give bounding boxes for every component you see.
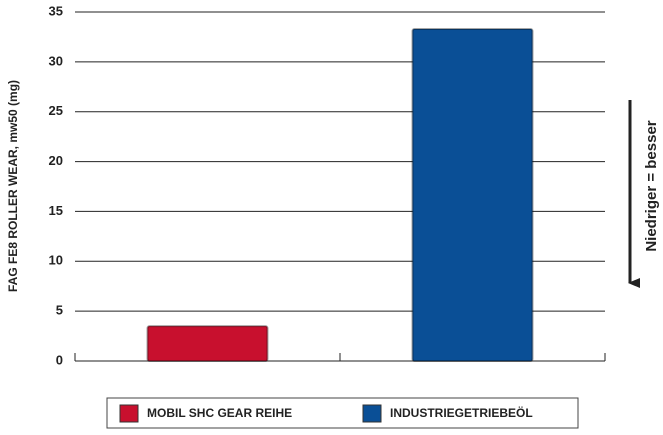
y-tick-label: 0	[56, 352, 63, 367]
legend-swatch	[362, 404, 382, 423]
y-axis-label: FAG FE8 ROLLER WEAR, mw50 (mg)	[6, 80, 20, 292]
y-tick-label: 10	[49, 253, 63, 268]
bar	[411, 27, 534, 363]
legend-label: INDUSTRIEGETRIEBEÖL	[390, 405, 533, 420]
y-tick-label: 15	[49, 203, 63, 218]
y-tick-label: 25	[49, 103, 63, 118]
y-tick-label: 30	[49, 53, 63, 68]
legend	[106, 397, 579, 429]
y-tick-label: 20	[49, 153, 63, 168]
y-tick-label: 35	[49, 3, 63, 18]
bar	[146, 325, 269, 363]
legend-swatch	[119, 404, 139, 423]
annotation: Niedriger = besser	[643, 120, 660, 251]
y-tick-label: 5	[56, 303, 63, 318]
legend-label: MOBIL SHC GEAR REIHE	[147, 406, 292, 420]
